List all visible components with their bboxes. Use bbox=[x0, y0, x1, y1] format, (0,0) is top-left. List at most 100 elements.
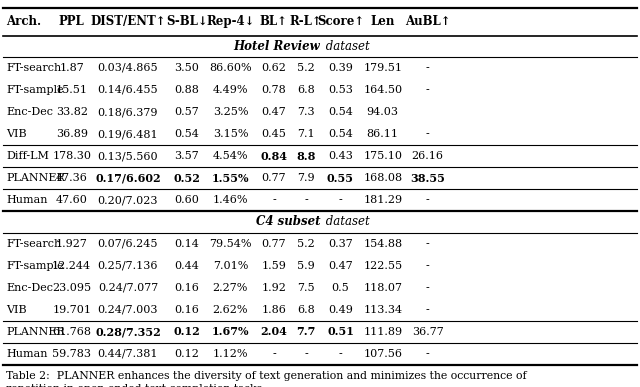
Text: PLANNER: PLANNER bbox=[6, 173, 65, 183]
Text: 1.59: 1.59 bbox=[262, 261, 286, 271]
Text: 178.30: 178.30 bbox=[52, 151, 91, 161]
Text: -: - bbox=[426, 283, 429, 293]
Text: 59.783: 59.783 bbox=[52, 349, 91, 359]
Text: 12.244: 12.244 bbox=[52, 261, 92, 271]
Text: 0.12: 0.12 bbox=[175, 349, 199, 359]
Text: 0.60: 0.60 bbox=[175, 195, 199, 205]
Text: 0.51: 0.51 bbox=[327, 326, 354, 337]
Text: Score↑: Score↑ bbox=[317, 15, 364, 28]
Text: Table 2:  PLANNER enhances the diversity of text generation and minimizes the oc: Table 2: PLANNER enhances the diversity … bbox=[6, 371, 527, 387]
Text: 0.39: 0.39 bbox=[328, 63, 353, 73]
Text: 0.84: 0.84 bbox=[260, 151, 287, 162]
Text: -: - bbox=[426, 85, 429, 95]
Text: 0.62: 0.62 bbox=[262, 63, 286, 73]
Text: C4 subset: C4 subset bbox=[255, 216, 320, 228]
Text: -: - bbox=[426, 129, 429, 139]
Text: 33.82: 33.82 bbox=[56, 107, 88, 117]
Text: 1.55%: 1.55% bbox=[212, 173, 249, 184]
Text: 4.49%: 4.49% bbox=[212, 85, 248, 95]
Text: 0.57: 0.57 bbox=[175, 107, 199, 117]
Text: 0.52: 0.52 bbox=[173, 173, 200, 184]
Text: 0.17/6.602: 0.17/6.602 bbox=[95, 173, 161, 184]
Text: dataset: dataset bbox=[322, 216, 370, 228]
Text: 1.87: 1.87 bbox=[60, 63, 84, 73]
Text: 26.16: 26.16 bbox=[412, 151, 444, 161]
Text: -: - bbox=[426, 305, 429, 315]
Text: 47.36: 47.36 bbox=[56, 173, 88, 183]
Text: Len: Len bbox=[371, 15, 395, 28]
Text: 5.2: 5.2 bbox=[297, 63, 315, 73]
Text: Enc-Dec: Enc-Dec bbox=[6, 283, 53, 293]
Text: 111.89: 111.89 bbox=[363, 327, 403, 337]
Text: 1.12%: 1.12% bbox=[212, 349, 248, 359]
Text: 0.5: 0.5 bbox=[332, 283, 349, 293]
Text: 1.67%: 1.67% bbox=[212, 326, 249, 337]
Text: -: - bbox=[426, 195, 429, 205]
Text: Human: Human bbox=[6, 195, 48, 205]
Text: 7.7: 7.7 bbox=[296, 326, 316, 337]
Text: 1.46%: 1.46% bbox=[212, 195, 248, 205]
Text: Human: Human bbox=[6, 349, 48, 359]
Text: 36.89: 36.89 bbox=[56, 129, 88, 139]
Text: R-L↑: R-L↑ bbox=[289, 15, 323, 28]
Text: -: - bbox=[426, 261, 429, 271]
Text: Diff-LM: Diff-LM bbox=[6, 151, 49, 161]
Text: 0.16: 0.16 bbox=[175, 305, 199, 315]
Text: 0.37: 0.37 bbox=[328, 239, 353, 248]
Text: dataset: dataset bbox=[322, 40, 370, 53]
Text: 107.56: 107.56 bbox=[364, 349, 402, 359]
Text: 0.47: 0.47 bbox=[262, 107, 286, 117]
Text: 6.8: 6.8 bbox=[297, 305, 315, 315]
Text: Arch.: Arch. bbox=[6, 15, 42, 28]
Text: FT-search: FT-search bbox=[6, 63, 61, 73]
Text: 7.3: 7.3 bbox=[297, 107, 315, 117]
Text: 0.28/7.352: 0.28/7.352 bbox=[95, 326, 161, 337]
Text: 0.12: 0.12 bbox=[173, 326, 200, 337]
Text: 0.53: 0.53 bbox=[328, 85, 353, 95]
Text: 0.25/7.136: 0.25/7.136 bbox=[98, 261, 158, 271]
Text: S-BL↓: S-BL↓ bbox=[166, 15, 208, 28]
Text: 7.01%: 7.01% bbox=[212, 261, 248, 271]
Text: 2.04: 2.04 bbox=[260, 326, 287, 337]
Text: DIST/ENT↑: DIST/ENT↑ bbox=[90, 15, 166, 28]
Text: VIB: VIB bbox=[6, 305, 27, 315]
Text: 0.14: 0.14 bbox=[175, 239, 199, 248]
Text: 0.77: 0.77 bbox=[262, 239, 286, 248]
Text: -: - bbox=[304, 195, 308, 205]
Text: -: - bbox=[426, 349, 429, 359]
Text: 7.5: 7.5 bbox=[297, 283, 315, 293]
Text: 4.54%: 4.54% bbox=[212, 151, 248, 161]
Text: 7.1: 7.1 bbox=[297, 129, 315, 139]
Text: 0.24/7.003: 0.24/7.003 bbox=[98, 305, 158, 315]
Text: 3.57: 3.57 bbox=[175, 151, 199, 161]
Text: 0.19/6.481: 0.19/6.481 bbox=[98, 129, 158, 139]
Text: 0.18/6.379: 0.18/6.379 bbox=[98, 107, 158, 117]
Text: 154.88: 154.88 bbox=[363, 239, 403, 248]
Text: 175.10: 175.10 bbox=[364, 151, 402, 161]
Text: 47.60: 47.60 bbox=[56, 195, 88, 205]
Text: -: - bbox=[339, 195, 342, 205]
Text: 2.27%: 2.27% bbox=[212, 283, 248, 293]
Text: 179.51: 179.51 bbox=[364, 63, 402, 73]
Text: 164.50: 164.50 bbox=[363, 85, 403, 95]
Text: 0.44: 0.44 bbox=[175, 261, 199, 271]
Text: 0.45: 0.45 bbox=[262, 129, 286, 139]
Text: 15.51: 15.51 bbox=[56, 85, 88, 95]
Text: 6.8: 6.8 bbox=[297, 85, 315, 95]
Text: 1.927: 1.927 bbox=[56, 239, 88, 248]
Text: 0.78: 0.78 bbox=[262, 85, 286, 95]
Text: 0.54: 0.54 bbox=[328, 129, 353, 139]
Text: 94.03: 94.03 bbox=[367, 107, 399, 117]
Text: 0.43: 0.43 bbox=[328, 151, 353, 161]
Text: 61.768: 61.768 bbox=[52, 327, 91, 337]
Text: 0.44/7.381: 0.44/7.381 bbox=[98, 349, 158, 359]
Text: PPL: PPL bbox=[59, 15, 84, 28]
Text: FT-sample: FT-sample bbox=[6, 261, 64, 271]
Text: 1.86: 1.86 bbox=[262, 305, 286, 315]
Text: -: - bbox=[426, 63, 429, 73]
Text: 0.54: 0.54 bbox=[328, 107, 353, 117]
Text: -: - bbox=[304, 349, 308, 359]
Text: 0.54: 0.54 bbox=[175, 129, 199, 139]
Text: 118.07: 118.07 bbox=[364, 283, 402, 293]
Text: VIB: VIB bbox=[6, 129, 27, 139]
